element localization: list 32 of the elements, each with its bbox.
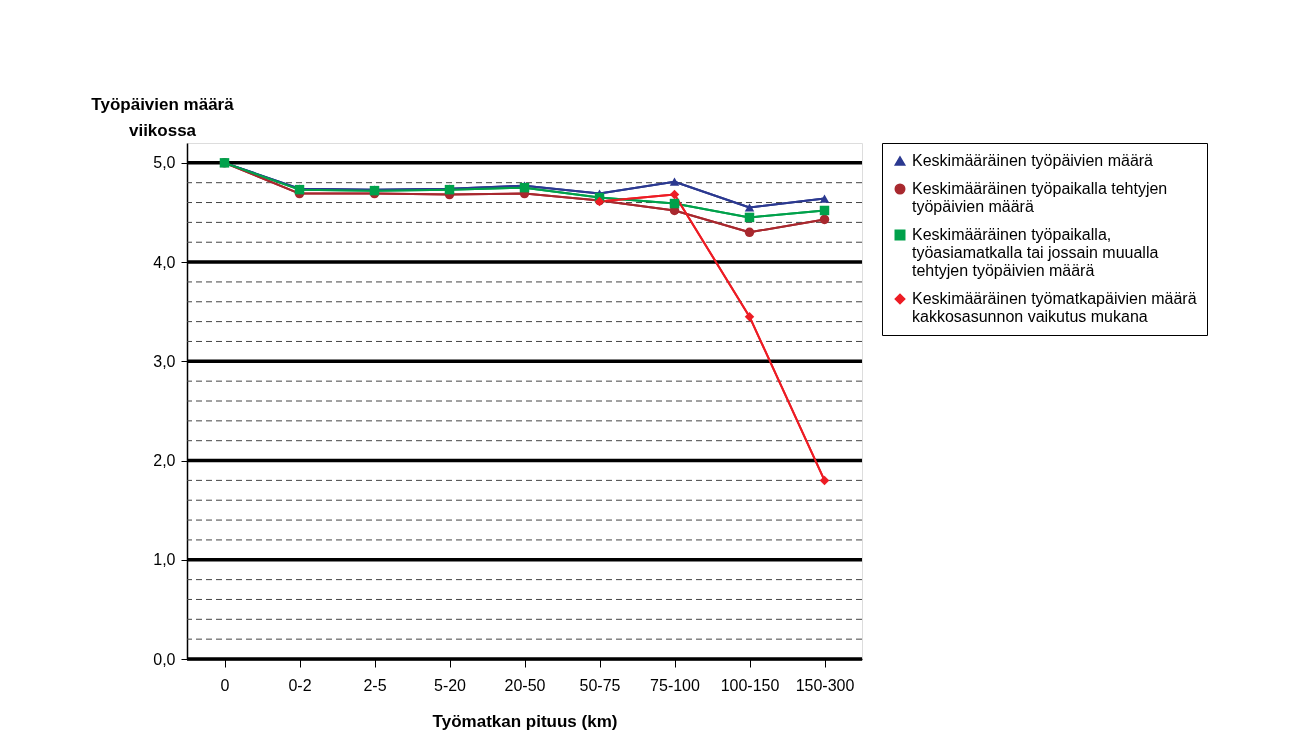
x-tick-label: 2-5 [363, 676, 387, 694]
y-tick-label: 3,0 [153, 352, 176, 370]
point [819, 475, 830, 486]
legend-label: Keskimääräinen työpaikalla, työasiamatkalla tai jossain muualla tehtyjen työpäivien määrä [912, 226, 1159, 279]
x-tick-label: 0 [220, 676, 230, 694]
x-tick-label: 0-2 [288, 676, 312, 694]
point [669, 177, 680, 186]
point [744, 311, 755, 322]
point [744, 227, 755, 238]
x-tick-label: 50-75 [579, 676, 621, 694]
y-axis-title: Työpäivien määrä viikossa [91, 94, 235, 140]
y-tick-label: 1,0 [153, 551, 176, 569]
x-tick-label: 75-100 [650, 676, 701, 694]
point [669, 189, 680, 200]
x-tick-label: 20-50 [504, 676, 546, 694]
x-axis-title: Työmatkan pituus (km) [432, 711, 618, 731]
point [669, 198, 680, 209]
legend-label: Keskimääräinen työpäivien määrä [912, 152, 1154, 169]
y-tick-label: 4,0 [153, 253, 176, 271]
point [819, 214, 830, 225]
legend-label: Keskimääräinen työmatkapäivien määrä kakkosasunnon vaikutus mukana [912, 290, 1197, 325]
y-tick-label: 0,0 [153, 650, 176, 668]
x-tick-label: 5-20 [433, 676, 467, 694]
y-tick-label: 5,0 [153, 154, 176, 172]
y-tick-label: 2,0 [153, 452, 176, 470]
x-tick-label: 150-300 [795, 676, 855, 694]
legend-label: Keskimääräinen työpaikalla tehtyjen työpäivien määrä [912, 180, 1168, 215]
point [744, 212, 755, 223]
point [744, 203, 755, 212]
point [819, 205, 830, 216]
point [819, 194, 830, 203]
x-tick-label: 100-150 [720, 676, 780, 694]
